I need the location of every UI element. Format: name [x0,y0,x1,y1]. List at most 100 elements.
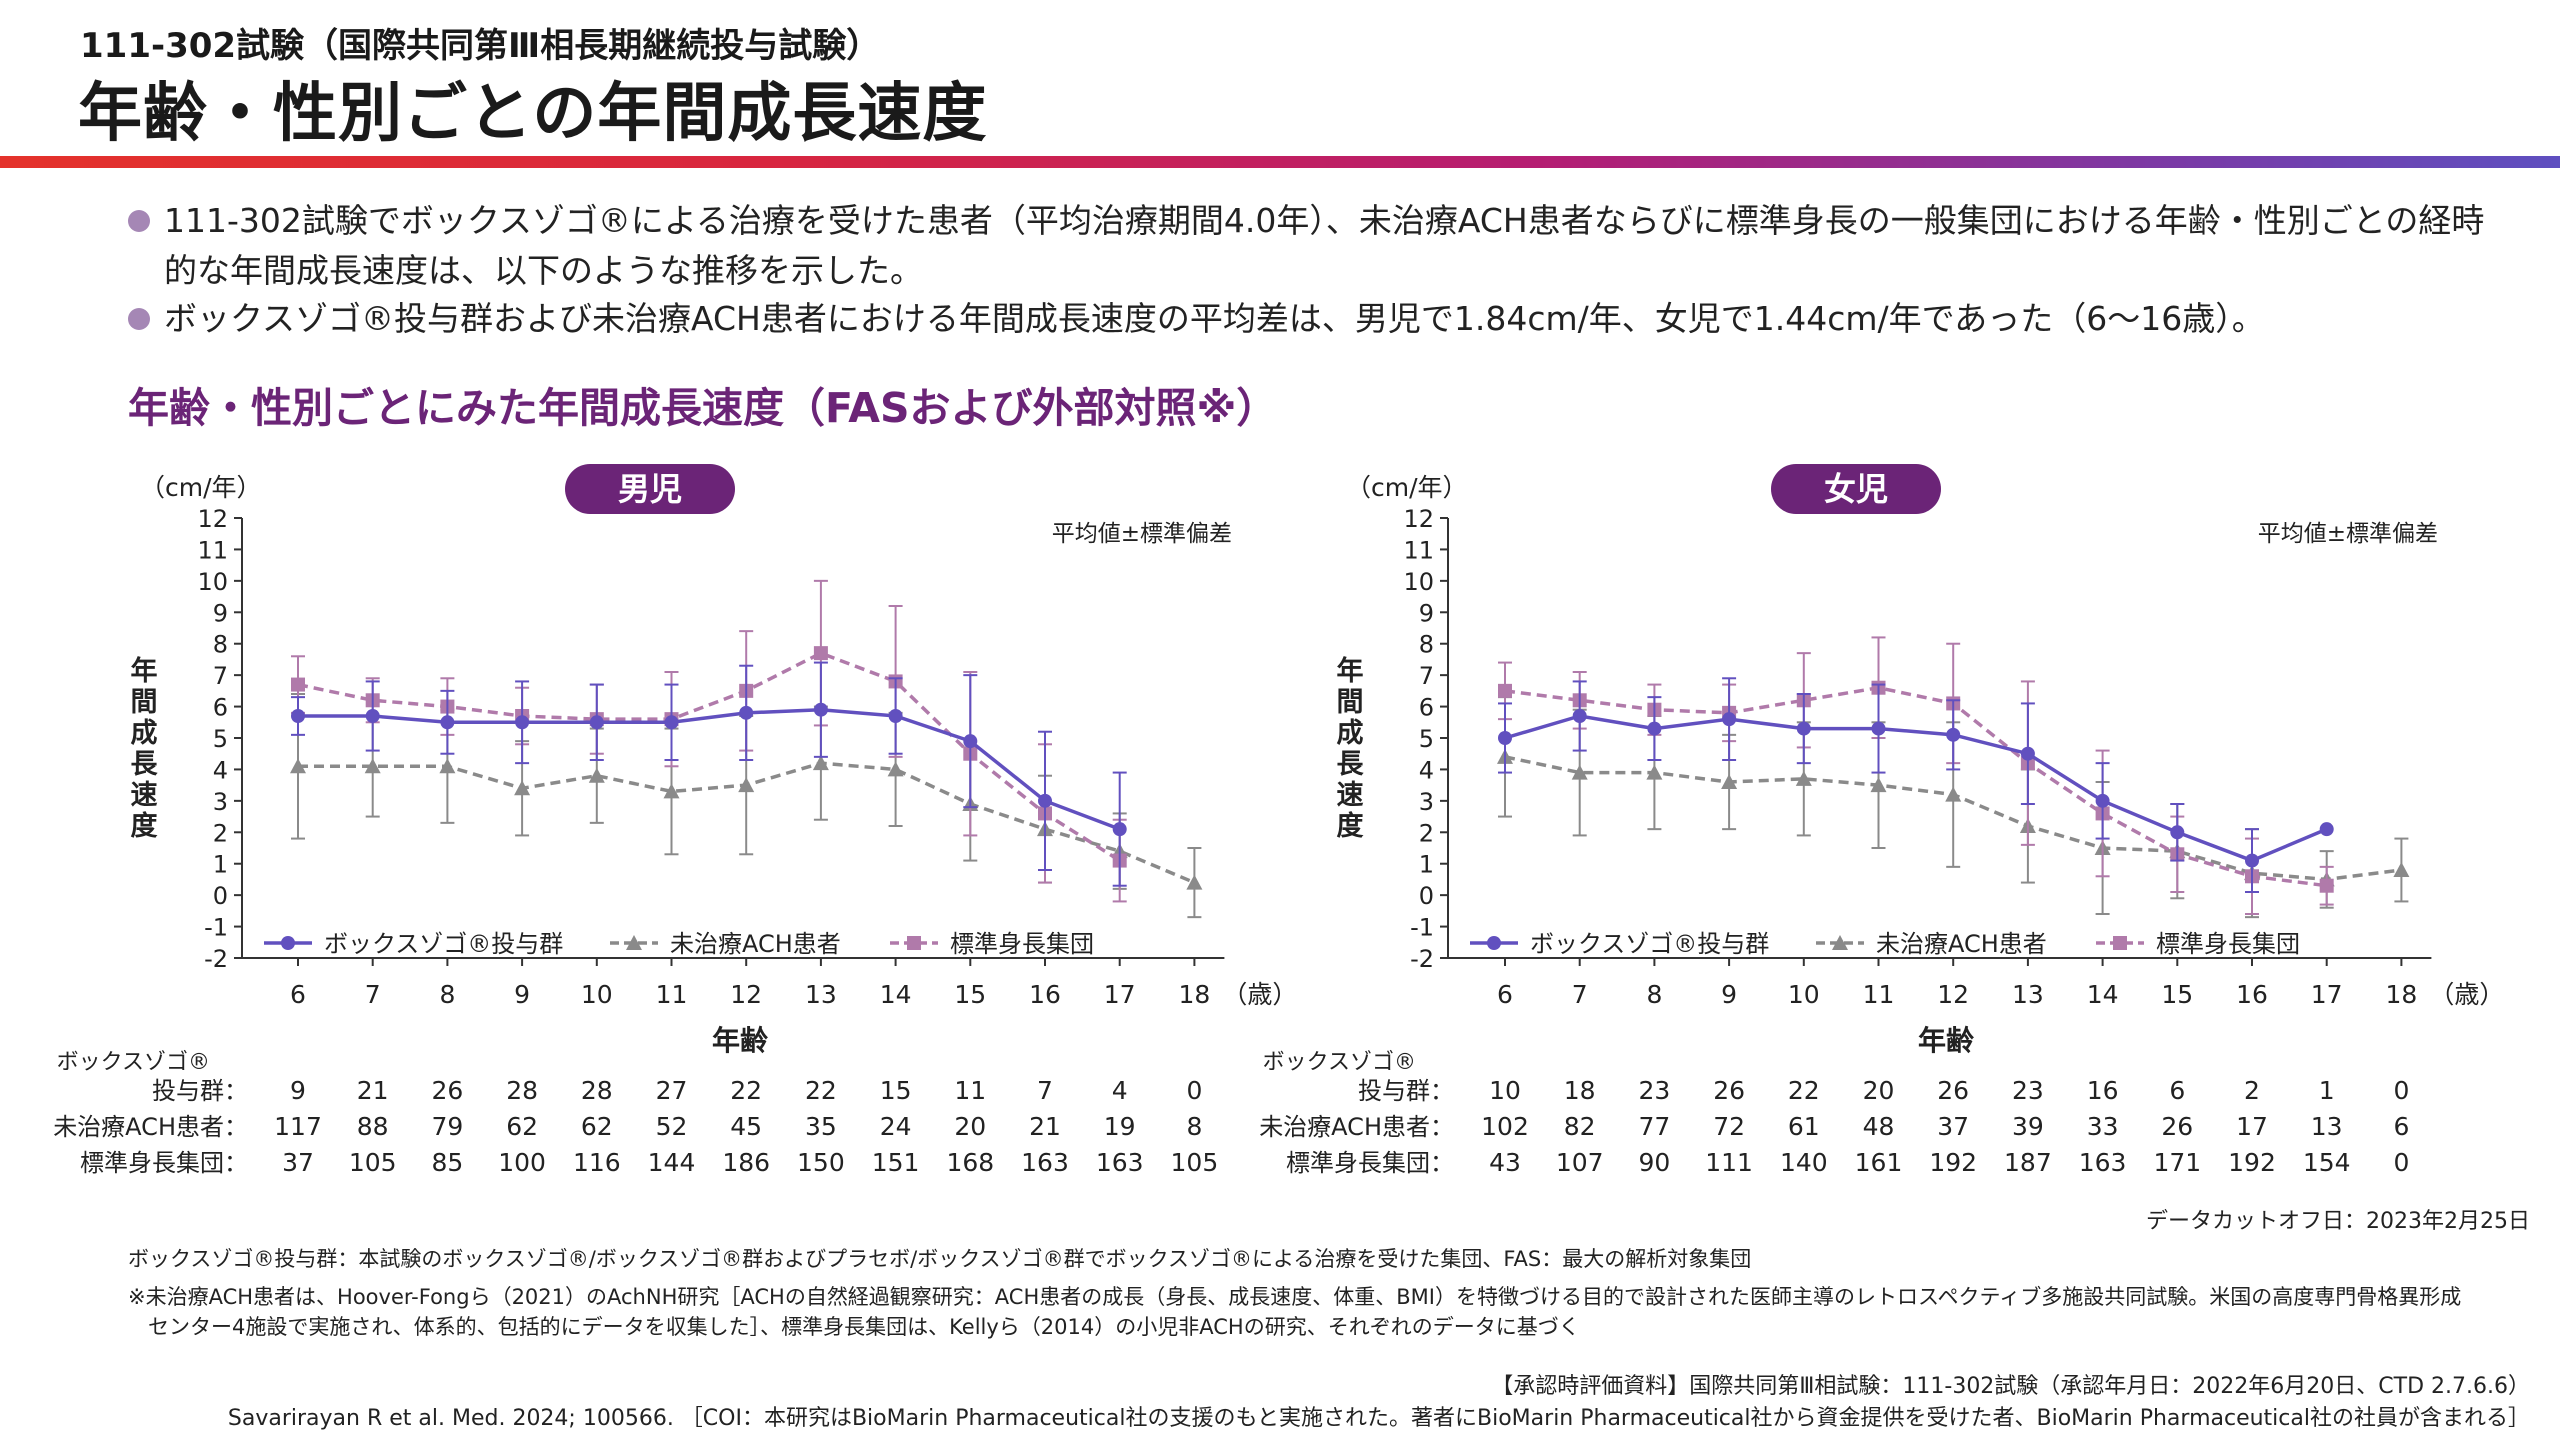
bullet-text: ボックスゾゴ®投与群および未治療ACH患者における年間成長速度の平均差は、男児で… [164,299,2265,338]
data-point [813,646,828,661]
data-point [2170,825,2185,840]
series-standard [291,579,1127,903]
n-table-cell: 19 [1104,1112,1136,1141]
n-table-cell: 18 [1564,1076,1596,1105]
y-tick-label: 1 [1419,851,1434,879]
y-axis-label-char: 長 [1337,749,1365,780]
y-axis-label-char: 速 [131,780,158,811]
x-tick-label: 18 [2385,980,2417,1009]
y-axis-unit: （cm/年） [1346,473,1468,502]
x-tick-label: 17 [2311,980,2343,1009]
y-axis-label-char: 度 [131,810,158,842]
n-table-cell: 192 [1929,1148,1977,1177]
data-point [663,783,680,799]
n-table-cell: 33 [2087,1112,2119,1141]
data-point [1946,727,1961,742]
n-table-cell: 26 [1937,1076,1969,1105]
data-point [440,715,455,730]
n-table-cell: 79 [431,1112,463,1141]
x-tick-label: 11 [1863,980,1895,1009]
n-table-cell: 28 [581,1076,613,1105]
legend-marker [281,936,295,950]
x-tick-label: 10 [581,980,613,1009]
n-table-label: 投与群： [152,1077,248,1105]
data-point [1871,721,1886,736]
y-axis-label-char: 年 [1337,655,1364,687]
n-table-cell: 6 [2169,1076,2185,1105]
y-tick-label: 10 [1403,568,1434,596]
n-table-cell: 13 [2311,1112,2343,1141]
data-point [588,767,605,783]
data-point [812,755,829,771]
data-point [1186,874,1203,890]
legend-item: 未治療ACH患者 [610,930,841,958]
y-axis-unit: （cm/年） [140,473,262,502]
data-point [887,761,904,777]
y-tick-label: 4 [213,756,228,784]
stat-note: 平均値±標準偏差 [1052,521,1232,547]
n-table-cell: 85 [431,1148,463,1177]
x-tick-label: 10 [1788,980,1820,1009]
n-table-cell: 37 [1937,1112,1969,1141]
x-tick-label: 12 [1937,980,1969,1009]
n-table-label: 未治療ACH患者： [53,1113,248,1141]
n-table-cell: 48 [1863,1112,1895,1141]
n-table-cell: 26 [431,1076,463,1105]
legend-marker [1487,936,1501,950]
legend-marker [2113,936,2127,950]
data-point [1647,721,1662,736]
y-tick-label: 7 [1419,662,1434,690]
data-point [515,715,530,730]
n-table-cell: 26 [2161,1112,2193,1141]
data-cutoff-date: データカットオフ日：2023年2月25日 [2146,1209,2530,1234]
bullet-item-2: ボックスゾゴ®投与群および未治療ACH患者における年間成長速度の平均差は、男児で… [128,294,2510,344]
legend-item: ボックスゾゴ®投与群 [264,930,563,958]
legend-label: ボックスゾゴ®投与群 [324,930,563,958]
n-table-cell: 22 [1788,1076,1820,1105]
data-point [963,734,978,749]
y-tick-label: 3 [213,788,228,816]
x-tick-label: 14 [880,980,912,1009]
x-axis-label: 年齢 [712,1024,768,1057]
source-citation: Savarirayan R et al. Med. 2024; 100566. … [227,1406,2530,1431]
x-tick-label: 7 [1572,980,1588,1009]
n-table-label: 標準身長集団： [1286,1149,1454,1177]
data-point [2319,878,2334,893]
n-table-cell: 163 [1021,1148,1069,1177]
chart-title: 女児 [1824,470,1888,508]
series-line [1504,714,2328,863]
data-point [1112,822,1127,837]
n-table-cell: 21 [1029,1112,1061,1141]
y-axis-label-char: 成 [131,718,158,749]
x-tick-label: 13 [2012,980,2044,1009]
chart-title: 男児 [618,470,682,508]
n-table-cell: 10 [1489,1076,1521,1105]
x-tick-label: 14 [2087,980,2119,1009]
data-point [664,715,679,730]
data-point [291,709,305,723]
data-point [813,702,828,717]
footnote-reference-cont: センター4施設で実施され、体系的、包括的にデータを収集した］、標準身長集団は、K… [148,1315,1580,1339]
y-tick-label: 1 [213,851,228,879]
n-table-cell: 39 [2012,1112,2044,1141]
n-table-cell: 62 [506,1112,538,1141]
y-tick-label: 2 [1419,819,1434,847]
n-table-cell: 105 [1171,1148,1219,1177]
legend-label: 標準身長集団 [950,930,1094,958]
n-table-cell: 17 [2236,1112,2268,1141]
n-table-cell: 7 [1037,1076,1053,1105]
y-axis-label-char: 成 [1337,718,1364,749]
y-tick-label: 11 [1403,536,1434,564]
y-tick-label: 4 [1419,756,1434,784]
bullet-text: 111-302試験でボックスゾゴ®による治療を受けた患者（平均治療期間4.0年）… [164,201,2485,290]
y-tick-label: 9 [1419,599,1434,627]
data-point [365,709,380,723]
n-table-cell: 117 [274,1112,322,1141]
n-table-cell: 111 [1705,1148,1753,1177]
n-table-cell: 82 [1564,1112,1596,1141]
y-axis-label-char: 速 [1337,780,1364,811]
bullet-dot-icon [128,210,150,232]
n-table-label: ボックスゾゴ® [1263,1050,1416,1075]
series-voxzogo [1498,677,2334,893]
data-point [1796,721,1811,736]
